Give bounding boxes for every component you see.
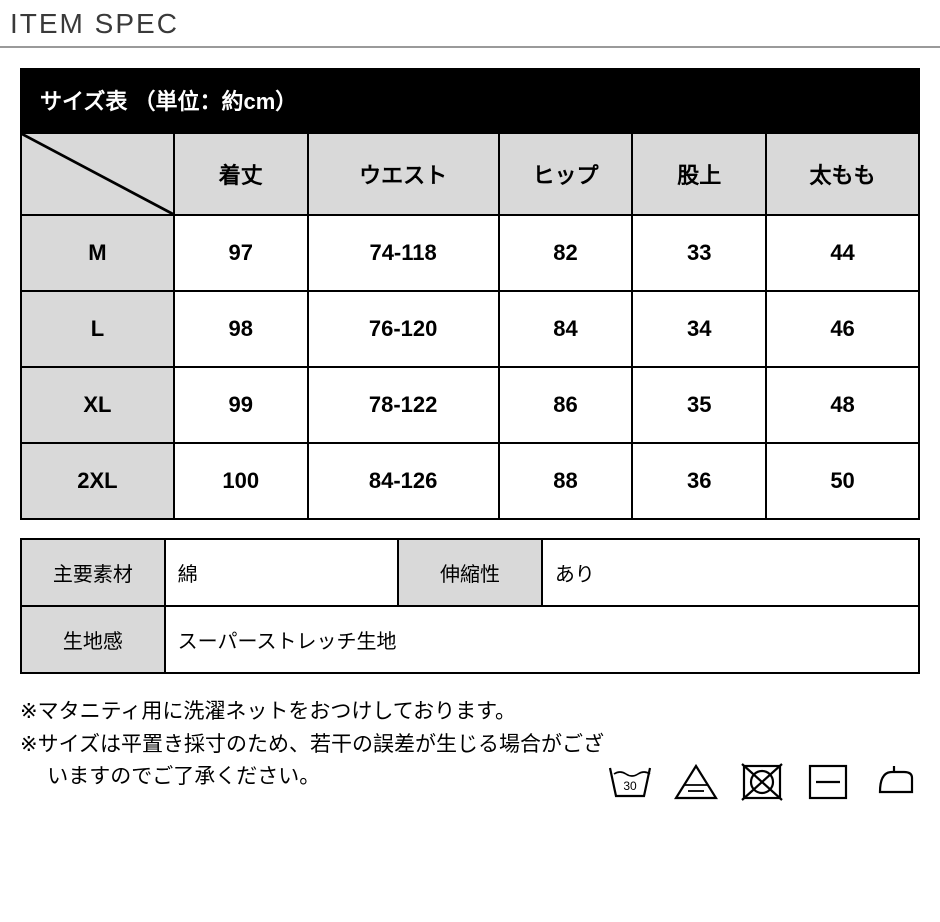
wash-30-icon: 30 xyxy=(606,760,654,809)
prop-value: スーパーストレッチ生地 xyxy=(165,606,919,673)
prop-value: あり xyxy=(542,539,919,606)
table-row: 2XL 100 84-126 88 36 50 xyxy=(21,443,919,519)
size-chart-table: 着丈 ウエスト ヒップ 股上 太もも M 97 74-118 82 33 44 xyxy=(20,132,920,520)
note-text: サイズは平置き採寸のため、若干の誤差が生じる場合がござ xyxy=(38,729,920,762)
table-header-row: 着丈 ウエスト ヒップ 股上 太もも xyxy=(21,133,919,215)
prop-label: 生地感 xyxy=(21,606,165,673)
cell: 78-122 xyxy=(308,367,499,443)
table-row: L 98 76-120 84 34 46 xyxy=(21,291,919,367)
note-text: マタニティ用に洗濯ネットをおつけしております。 xyxy=(38,696,920,729)
cell: 88 xyxy=(499,443,633,519)
column-header: 着丈 xyxy=(174,133,308,215)
cell: 36 xyxy=(632,443,766,519)
prop-label: 主要素材 xyxy=(21,539,165,606)
row-label: L xyxy=(21,291,174,367)
cell: 84 xyxy=(499,291,633,367)
table-row: M 97 74-118 82 33 44 xyxy=(21,215,919,291)
note-line: ※ サイズは平置き採寸のため、若干の誤差が生じる場合がござ xyxy=(20,729,920,762)
cell: 97 xyxy=(174,215,308,291)
svg-text:30: 30 xyxy=(623,779,637,793)
dry-flat-icon xyxy=(804,760,852,809)
cell: 99 xyxy=(174,367,308,443)
cell: 34 xyxy=(632,291,766,367)
column-header: 股上 xyxy=(632,133,766,215)
properties-table: 主要素材 綿 伸縮性 あり 生地感 スーパーストレッチ生地 xyxy=(20,538,920,674)
diagonal-header-cell xyxy=(21,133,174,215)
row-label: M xyxy=(21,215,174,291)
row-label: XL xyxy=(21,367,174,443)
table-row: 生地感 スーパーストレッチ生地 xyxy=(21,606,919,673)
bleach-icon xyxy=(672,760,720,809)
cell: 46 xyxy=(766,291,919,367)
note-line: ※ マタニティ用に洗濯ネットをおつけしております。 xyxy=(20,696,920,729)
column-header: 太もも xyxy=(766,133,919,215)
column-header: ヒップ xyxy=(499,133,633,215)
cell: 35 xyxy=(632,367,766,443)
cell: 82 xyxy=(499,215,633,291)
cell: 84-126 xyxy=(308,443,499,519)
cell: 74-118 xyxy=(308,215,499,291)
notes-block: ※ マタニティ用に洗濯ネットをおつけしております。 ※ サイズは平置き採寸のため… xyxy=(0,684,940,794)
tumble-dry-no-icon xyxy=(738,760,786,809)
size-chart-header: サイズ表 （単位：約cm） xyxy=(20,68,920,132)
prop-label: 伸縮性 xyxy=(398,539,542,606)
note-marker: ※ xyxy=(20,729,38,762)
table-row: XL 99 78-122 86 35 48 xyxy=(21,367,919,443)
note-text: いますのでご了承ください。 xyxy=(47,761,920,794)
cell: 98 xyxy=(174,291,308,367)
cell: 86 xyxy=(499,367,633,443)
note-marker: ※ xyxy=(20,696,38,729)
cell: 76-120 xyxy=(308,291,499,367)
cell: 48 xyxy=(766,367,919,443)
cell: 50 xyxy=(766,443,919,519)
prop-value: 綿 xyxy=(165,539,398,606)
iron-icon xyxy=(870,760,918,809)
row-label: 2XL xyxy=(21,443,174,519)
cell: 33 xyxy=(632,215,766,291)
table-row: 主要素材 綿 伸縮性 あり xyxy=(21,539,919,606)
column-header: ウエスト xyxy=(308,133,499,215)
page-title: ITEM SPEC xyxy=(0,0,940,48)
cell: 100 xyxy=(174,443,308,519)
cell: 44 xyxy=(766,215,919,291)
